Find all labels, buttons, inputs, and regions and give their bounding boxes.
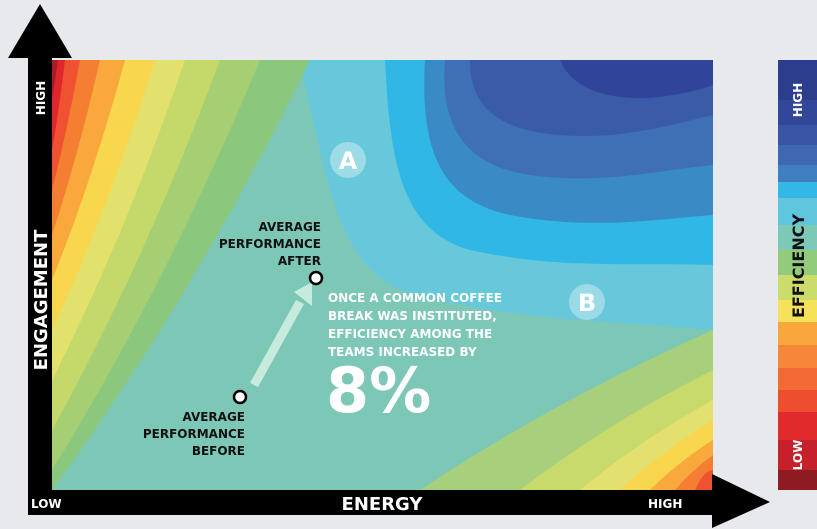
legend-low: LOW xyxy=(791,440,805,471)
label-line: AVERAGE xyxy=(258,220,321,234)
annotation: ONCE A COMMON COFFEE BREAK WAS INSTITUTED… xyxy=(328,291,502,359)
label-line: EFFICIENCY AMONG THE xyxy=(328,327,492,341)
point-after xyxy=(308,270,324,286)
contour-map xyxy=(52,60,713,490)
legend-title: EFFICIENCY xyxy=(789,214,808,319)
after-label: AVERAGE PERFORMANCE AFTER xyxy=(219,220,321,268)
annotation-figure: 8% xyxy=(326,354,431,427)
label-line: AVERAGE xyxy=(182,410,245,424)
label-line: TEAMS INCREASED BY xyxy=(328,345,477,359)
improvement-arrowhead xyxy=(294,282,312,306)
y-axis-label: ENGAGEMENT xyxy=(31,229,52,370)
x-axis-bar xyxy=(28,490,714,515)
x-axis-label: ENERGY xyxy=(342,494,424,515)
marker-b-label: B xyxy=(578,289,596,317)
label-line: ONCE A COMMON COFFEE xyxy=(328,291,502,305)
y-axis-arrow xyxy=(8,4,72,58)
y-axis-high: HIGH xyxy=(34,81,48,115)
y-axis-bar xyxy=(28,45,52,515)
improvement-arrow xyxy=(250,299,304,388)
x-axis-low: LOW xyxy=(31,497,62,511)
marker-a xyxy=(330,142,366,178)
label-line: AFTER xyxy=(278,254,321,268)
x-axis-high: HIGH xyxy=(648,497,682,511)
label-line: PERFORMANCE xyxy=(219,237,321,251)
label-line: BREAK WAS INSTITUTED, xyxy=(328,309,497,323)
legend-high: HIGH xyxy=(791,83,805,117)
label-line: PERFORMANCE xyxy=(143,427,245,441)
marker-b xyxy=(569,284,605,320)
label-line: BEFORE xyxy=(192,444,245,458)
legend-bar xyxy=(778,60,817,490)
before-label: AVERAGE PERFORMANCE BEFORE xyxy=(143,410,245,458)
point-before xyxy=(232,389,248,405)
marker-a-label: A xyxy=(339,147,358,175)
x-axis-arrow xyxy=(712,474,770,528)
